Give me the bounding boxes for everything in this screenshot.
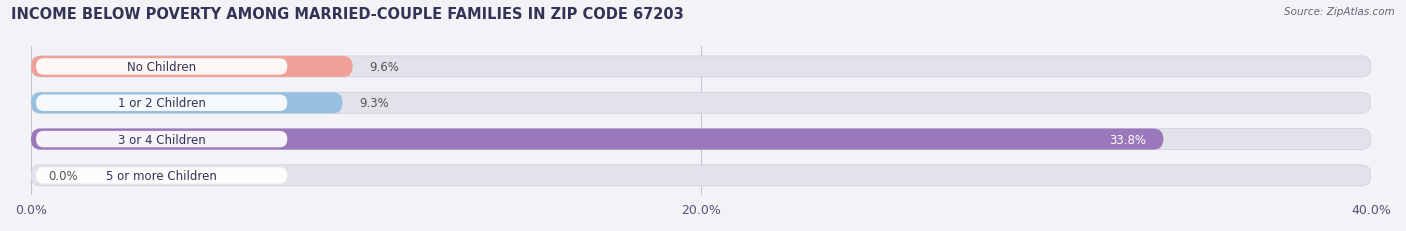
FancyBboxPatch shape (37, 95, 287, 112)
Text: 1 or 2 Children: 1 or 2 Children (118, 97, 205, 110)
FancyBboxPatch shape (31, 93, 1371, 114)
Text: 9.3%: 9.3% (360, 97, 389, 110)
Text: 0.0%: 0.0% (48, 169, 77, 182)
FancyBboxPatch shape (31, 129, 1371, 150)
Text: No Children: No Children (127, 61, 197, 74)
Text: 9.6%: 9.6% (370, 61, 399, 74)
FancyBboxPatch shape (37, 59, 287, 75)
FancyBboxPatch shape (31, 57, 1371, 78)
FancyBboxPatch shape (31, 165, 1371, 186)
FancyBboxPatch shape (37, 167, 287, 184)
FancyBboxPatch shape (31, 57, 353, 78)
FancyBboxPatch shape (37, 131, 287, 148)
Text: 33.8%: 33.8% (1109, 133, 1147, 146)
Text: INCOME BELOW POVERTY AMONG MARRIED-COUPLE FAMILIES IN ZIP CODE 67203: INCOME BELOW POVERTY AMONG MARRIED-COUPL… (11, 7, 683, 22)
FancyBboxPatch shape (31, 129, 1163, 150)
FancyBboxPatch shape (31, 93, 343, 114)
Text: Source: ZipAtlas.com: Source: ZipAtlas.com (1284, 7, 1395, 17)
Text: 5 or more Children: 5 or more Children (107, 169, 217, 182)
Text: 3 or 4 Children: 3 or 4 Children (118, 133, 205, 146)
